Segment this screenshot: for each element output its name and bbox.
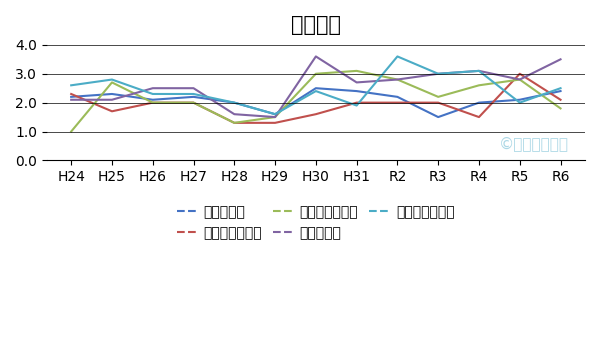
機械工学科: [149, 98, 157, 102]
情報工学科: [312, 54, 319, 59]
情報工学科: [231, 112, 238, 116]
電気電子工学科: [149, 100, 157, 105]
電子制御工学科: [68, 129, 75, 134]
Text: ©高専受験計画: ©高専受験計画: [499, 136, 569, 151]
環境都市工学科: [394, 54, 401, 59]
情報工学科: [271, 115, 278, 119]
電気電子工学科: [109, 109, 116, 113]
電子制御工学科: [557, 106, 564, 111]
情報工学科: [109, 98, 116, 102]
情報工学科: [149, 86, 157, 90]
機械工学科: [353, 89, 360, 93]
情報工学科: [434, 72, 442, 76]
電子制御工学科: [353, 69, 360, 73]
電子制御工学科: [231, 121, 238, 125]
情報工学科: [353, 80, 360, 85]
電子制御工学科: [190, 100, 197, 105]
機械工学科: [271, 112, 278, 116]
環境都市工学科: [190, 92, 197, 96]
電子制御工学科: [434, 95, 442, 99]
情報工学科: [475, 69, 482, 73]
電子制御工学科: [149, 100, 157, 105]
機械工学科: [312, 86, 319, 90]
電気電子工学科: [68, 92, 75, 96]
電子制御工学科: [109, 80, 116, 85]
電気電子工学科: [557, 98, 564, 102]
電気電子工学科: [231, 121, 238, 125]
Line: 機械工学科: 機械工学科: [71, 88, 560, 117]
電子制御工学科: [394, 77, 401, 82]
環境都市工学科: [109, 77, 116, 82]
機械工学科: [109, 92, 116, 96]
Legend: 機械工学科, 電気電子工学科, 電子制御工学科, 情報工学科, 環境都市工学科: 機械工学科, 電気電子工学科, 電子制御工学科, 情報工学科, 環境都市工学科: [172, 200, 460, 246]
環境都市工学科: [434, 72, 442, 76]
機械工学科: [434, 115, 442, 119]
電気電子工学科: [516, 72, 523, 76]
機械工学科: [475, 100, 482, 105]
環境都市工学科: [557, 86, 564, 90]
電気電子工学科: [434, 100, 442, 105]
Line: 電気電子工学科: 電気電子工学科: [71, 74, 560, 123]
情報工学科: [190, 86, 197, 90]
Line: 情報工学科: 情報工学科: [71, 57, 560, 117]
電子制御工学科: [271, 115, 278, 119]
情報工学科: [557, 57, 564, 62]
情報工学科: [516, 77, 523, 82]
機械工学科: [190, 95, 197, 99]
機械工学科: [557, 89, 564, 93]
電気電子工学科: [394, 100, 401, 105]
Line: 電子制御工学科: 電子制御工学科: [71, 71, 560, 131]
機械工学科: [516, 98, 523, 102]
環境都市工学科: [231, 100, 238, 105]
環境都市工学科: [68, 83, 75, 87]
機械工学科: [394, 95, 401, 99]
環境都市工学科: [271, 112, 278, 116]
環境都市工学科: [475, 69, 482, 73]
機械工学科: [68, 95, 75, 99]
Title: 推薦選抜: 推薦選抜: [291, 15, 341, 35]
電気電子工学科: [271, 121, 278, 125]
電気電子工学科: [312, 112, 319, 116]
情報工学科: [68, 98, 75, 102]
環境都市工学科: [149, 92, 157, 96]
電気電子工学科: [353, 100, 360, 105]
電子制御工学科: [312, 72, 319, 76]
環境都市工学科: [312, 89, 319, 93]
電子制御工学科: [475, 83, 482, 87]
環境都市工学科: [516, 100, 523, 105]
Line: 環境都市工学科: 環境都市工学科: [71, 57, 560, 114]
電気電子工学科: [190, 100, 197, 105]
電子制御工学科: [516, 77, 523, 82]
機械工学科: [231, 100, 238, 105]
情報工学科: [394, 77, 401, 82]
環境都市工学科: [353, 103, 360, 108]
電気電子工学科: [475, 115, 482, 119]
